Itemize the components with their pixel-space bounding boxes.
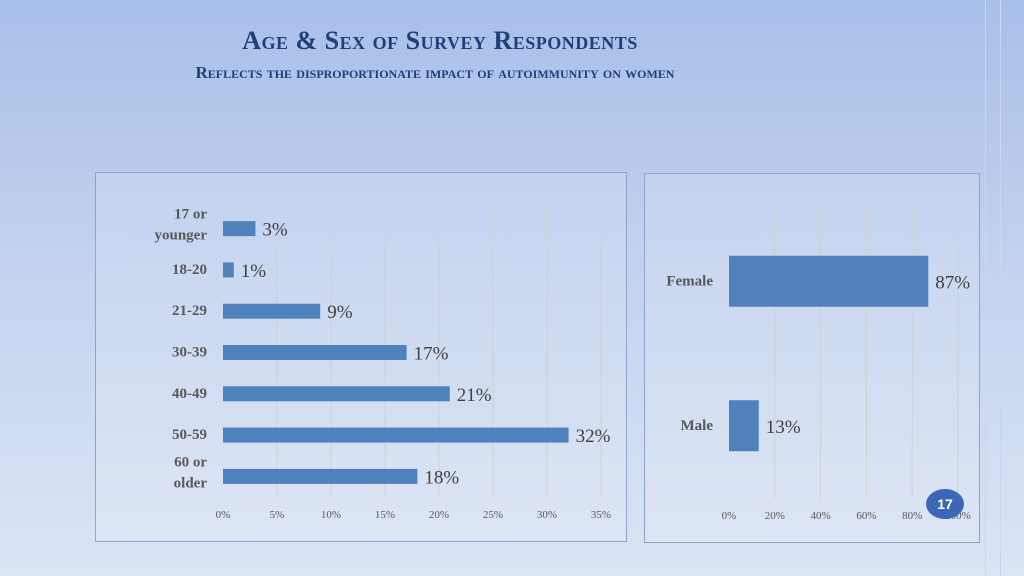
bar — [729, 400, 759, 452]
bar — [223, 386, 450, 402]
category-label-line: younger — [155, 228, 208, 244]
bar — [223, 468, 418, 484]
sex-chart: 0% 20% 40% 60% 80% 100%Female 87%Male 13% — [666, 209, 971, 522]
bar — [223, 303, 321, 319]
bar — [223, 262, 234, 278]
category-label-line: 17 or — [174, 207, 207, 223]
bar — [223, 221, 256, 237]
bar — [729, 255, 929, 307]
age-chart: 0% 5% 10% 15% 20% 25% 30% 35% 17 or younger 3% 18-2… — [155, 207, 612, 521]
x-tick-label: 25% — [483, 509, 503, 521]
category-label: 40-49 — [172, 386, 207, 402]
x-tick-label: 40% — [811, 510, 831, 522]
category-label: 17 or younger — [155, 207, 208, 244]
value-label: 18% — [424, 467, 459, 488]
x-tick-label: 35% — [591, 509, 611, 521]
value-label: 32% — [576, 426, 611, 447]
category-label: 60 or older — [174, 454, 208, 491]
x-tick-label: 20% — [429, 509, 449, 521]
x-tick-label: 0% — [722, 510, 737, 522]
x-tick-label: 15% — [375, 509, 395, 521]
x-tick-label: 0% — [216, 509, 231, 521]
category-label: Female — [666, 273, 713, 289]
sex-chart-panel: 0% 20% 40% 60% 80% 100% Female 87% Male 13% — [644, 173, 980, 543]
slide-subtitle: Reflects the disproportionate impact of … — [195, 63, 675, 82]
bar — [223, 427, 569, 443]
category-label: 50-59 — [172, 427, 207, 443]
x-tick-label: 5% — [270, 509, 285, 521]
value-label: 1% — [241, 261, 266, 282]
x-tick-label: 80% — [902, 510, 922, 522]
value-label: 87% — [935, 272, 970, 293]
x-tick-label: 10% — [321, 509, 341, 521]
category-label: 30-39 — [172, 345, 207, 361]
category-label: Male — [681, 418, 714, 434]
slide-number-badge: 17 — [926, 489, 964, 519]
value-label: 21% — [457, 385, 492, 406]
value-label: 3% — [262, 220, 288, 241]
value-label: 13% — [766, 417, 801, 438]
slide-title: Age & Sex of Survey Respondents — [242, 26, 638, 55]
value-label: 17% — [414, 344, 449, 365]
category-label: 18-20 — [172, 262, 207, 278]
title-block: Age & Sex of Survey Respondents Reflects… — [60, 26, 880, 88]
bar — [223, 345, 407, 360]
value-label: 9% — [327, 302, 353, 323]
age-chart-panel: 0% 5% 10% 15% 20% 25% 30% 35% 17 or younger 3% 18-2… — [95, 172, 627, 542]
x-tick-label: 30% — [537, 509, 557, 521]
x-tick-label: 60% — [856, 510, 876, 522]
slide-edge-line — [1000, 0, 1001, 576]
category-label: 21-29 — [172, 303, 207, 319]
slide-edge-line — [985, 0, 986, 576]
x-tick-label: 20% — [765, 510, 785, 522]
category-label-line: 60 or — [174, 454, 207, 470]
category-label-line: older — [174, 475, 208, 491]
